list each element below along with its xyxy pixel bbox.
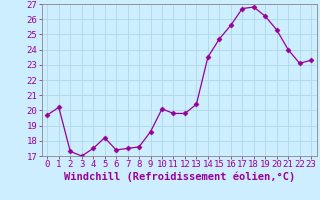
X-axis label: Windchill (Refroidissement éolien,°C): Windchill (Refroidissement éolien,°C) [64,172,295,182]
